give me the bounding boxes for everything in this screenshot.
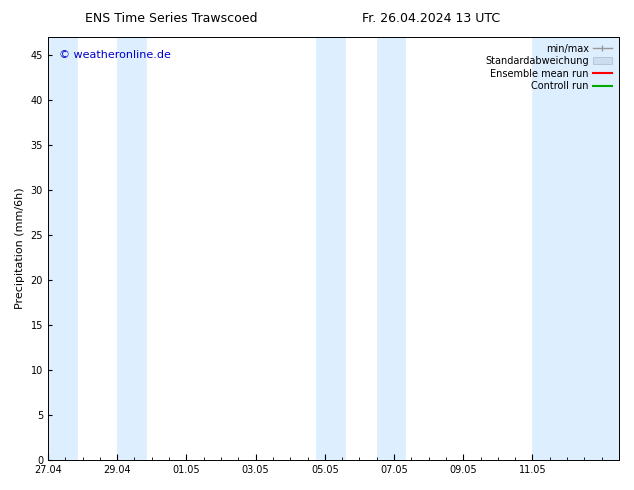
Legend: min/max, Standardabweichung, Ensemble mean run, Controll run: min/max, Standardabweichung, Ensemble me… — [483, 42, 614, 93]
Bar — [117, 37, 146, 460]
Bar — [533, 37, 619, 460]
Bar — [377, 37, 406, 460]
Y-axis label: Precipitation (mm/6h): Precipitation (mm/6h) — [15, 188, 25, 309]
Text: ENS Time Series Trawscoed: ENS Time Series Trawscoed — [85, 12, 257, 25]
Bar — [316, 37, 345, 460]
Bar — [48, 37, 77, 460]
Text: © weatheronline.de: © weatheronline.de — [60, 50, 171, 60]
Text: Fr. 26.04.2024 13 UTC: Fr. 26.04.2024 13 UTC — [362, 12, 500, 25]
